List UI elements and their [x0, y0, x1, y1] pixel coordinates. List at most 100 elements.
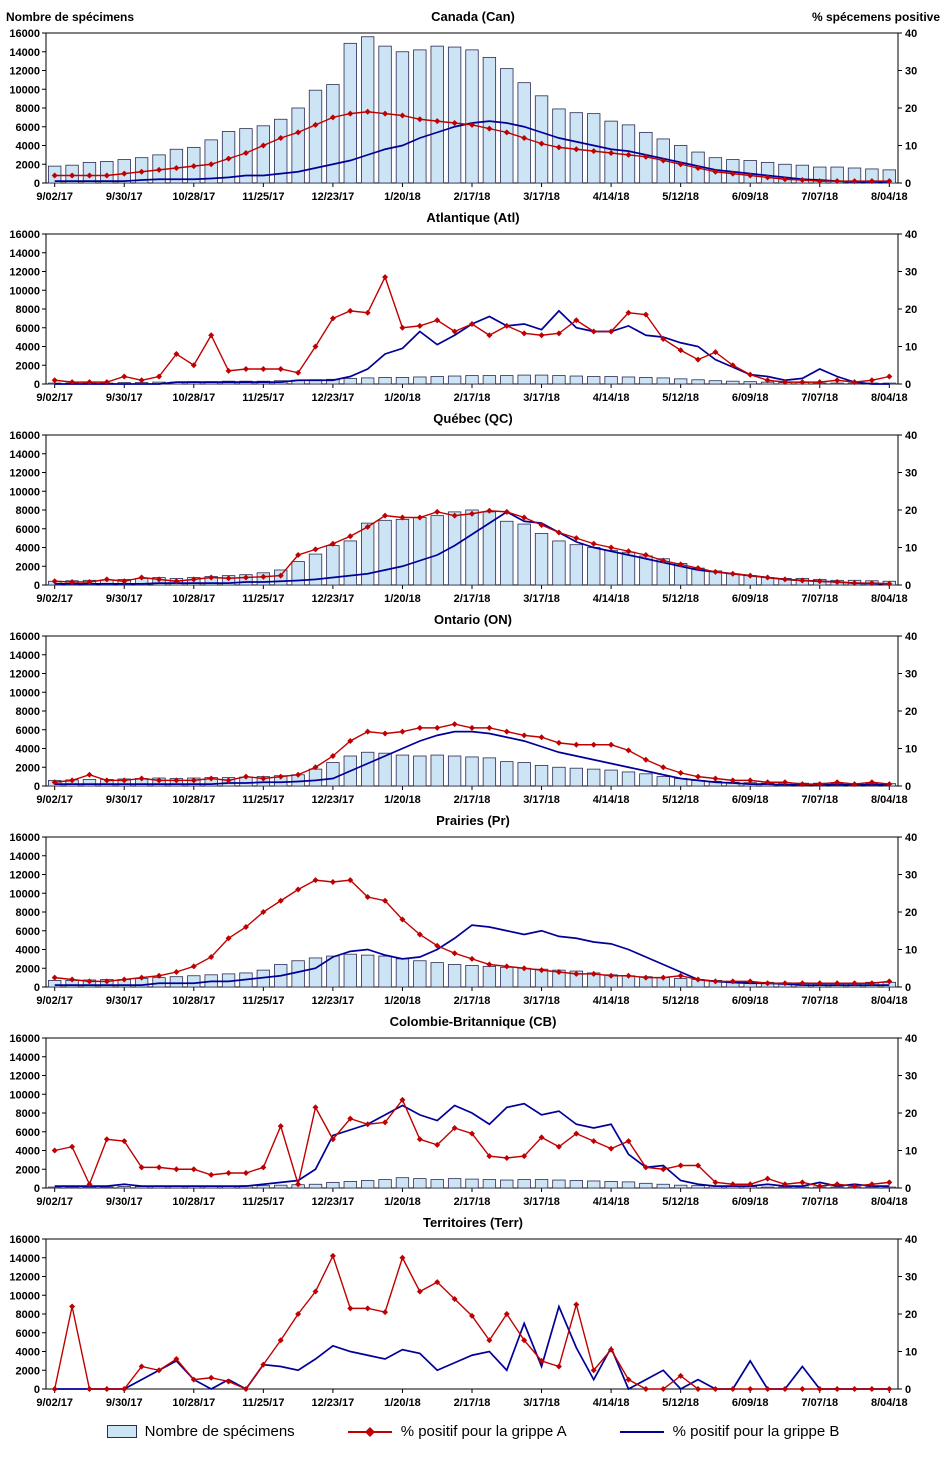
grippe-a-marker-icon	[886, 178, 893, 185]
left-tick-label: 0	[34, 178, 40, 190]
grippe-a-marker-icon	[573, 1130, 580, 1137]
grippe-a-marker-icon	[695, 356, 702, 363]
specimen-bar	[760, 1186, 775, 1189]
charts-container: Nombre de spécimens Canada (Can) % spéceme…	[0, 6, 946, 1413]
grippe-a-marker-icon	[834, 980, 841, 987]
grippe-a-marker-icon	[347, 877, 354, 884]
grippe-a-marker-icon	[729, 978, 736, 985]
specimen-bar	[326, 84, 340, 184]
left-tick-label: 8000	[16, 304, 40, 316]
right-tick-label: 40	[905, 1234, 917, 1246]
grippe-a-marker-icon	[260, 1361, 267, 1368]
grippe-a-marker-icon	[382, 897, 389, 904]
grippe-a-marker-icon	[364, 523, 371, 530]
grippe-a-marker-icon	[277, 135, 284, 141]
grippe-a-marker-icon	[434, 1279, 441, 1286]
left-tick-label: 16000	[9, 1234, 40, 1246]
x-tick-label: 1/20/18	[384, 1196, 421, 1208]
grippe-a-marker-icon	[834, 1181, 841, 1188]
grippe-a-marker-icon	[729, 1386, 736, 1392]
legend: Nombre de spécimens % positif pour la gr…	[0, 1423, 946, 1440]
x-tick-label: 7/07/18	[801, 995, 838, 1007]
left-tick-label: 6000	[16, 323, 40, 335]
grippe-a-marker-icon	[69, 172, 76, 179]
grippe-a-marker-icon	[295, 1181, 302, 1188]
grippe-a-marker-icon	[208, 1374, 215, 1381]
specimen-bar	[361, 751, 375, 787]
grippe-a-marker-icon	[573, 1301, 580, 1308]
grippe-a-marker-icon	[121, 1386, 128, 1392]
specimen-bar	[639, 773, 653, 787]
grippe-a-marker-icon	[625, 1138, 632, 1145]
specimen-bar	[256, 125, 271, 184]
plot-quebec: 0 2000 4000 6000 8000 10000 12000 14000 16000 0 10…	[9, 430, 917, 605]
specimen-bar	[604, 1181, 618, 1189]
right-tick-label: 0	[905, 379, 911, 391]
grippe-a-marker-icon	[399, 1254, 406, 1261]
grippe-a-marker-icon	[781, 576, 788, 583]
grippe-a-marker-icon	[503, 728, 510, 735]
left-tick-label: 16000	[9, 631, 40, 643]
right-tick-label: 30	[905, 669, 917, 681]
grippe-a-marker-icon	[399, 916, 406, 923]
chart-section-ontario: Ontario (ON) 0 2000 4000 6000 8000 10000 12000 1…	[0, 609, 946, 810]
x-tick-label: 9/02/17	[36, 1397, 73, 1409]
specimen-bar	[430, 515, 444, 586]
grippe-a-marker-icon	[347, 533, 354, 540]
grippe-a-marker-icon	[329, 879, 336, 885]
grippe-a-marker-icon	[834, 779, 841, 786]
left-tick-label: 12000	[9, 669, 40, 681]
specimen-bar	[326, 545, 340, 586]
left-tick-label: 8000	[16, 505, 40, 517]
left-tick-label: 10000	[9, 1290, 40, 1302]
specimen-bar	[500, 68, 514, 184]
grippe-a-marker-icon	[156, 777, 163, 784]
grippe-a-marker-icon	[225, 777, 232, 784]
chart-head: Atlantique (Atl)	[0, 207, 946, 228]
left-tick-label: 14000	[9, 248, 40, 260]
x-tick-label: 3/17/18	[523, 191, 560, 203]
x-tick-label: 4/14/18	[593, 1196, 630, 1208]
grippe-a-marker-icon	[660, 1386, 667, 1392]
left-tick-label: 2000	[16, 963, 40, 975]
grippe-a-marker-icon	[242, 773, 249, 780]
x-tick-label: 9/02/17	[36, 995, 73, 1007]
left-tick-label: 4000	[16, 1347, 40, 1359]
grippe-a-marker-icon	[608, 972, 615, 979]
left-tick-label: 8000	[16, 103, 40, 115]
specimen-bar	[187, 975, 201, 988]
right-tick-label: 30	[905, 468, 917, 480]
grippe-a-marker-icon	[347, 1305, 354, 1312]
grippe-a-marker-icon	[608, 328, 615, 335]
grippe-a-marker-icon	[538, 332, 545, 339]
grippe-a-marker-icon	[121, 1138, 128, 1145]
specimen-bar	[656, 377, 670, 385]
grippe-a-marker-icon	[608, 1346, 615, 1353]
grippe-a-marker-icon	[677, 347, 684, 354]
right-tick-label: 40	[905, 430, 917, 442]
grippe-a-marker-icon	[86, 579, 93, 585]
grippe-a-marker-icon	[695, 165, 702, 171]
grippe-a-marker-icon	[695, 773, 702, 780]
grippe-a-marker-icon	[69, 579, 76, 585]
x-tick-label: 11/25/17	[242, 1397, 284, 1409]
grippe-a-marker-icon	[764, 1386, 771, 1392]
specimen-bar	[726, 380, 740, 385]
specimen-bar	[500, 761, 514, 787]
specimen-bar	[152, 977, 166, 988]
right-tick-label: 10	[905, 141, 917, 153]
grippe-a-marker-icon	[503, 322, 510, 329]
grippe-a-marker-icon	[190, 777, 197, 784]
left-tick-label: 4000	[16, 141, 40, 153]
grippe-a-marker-icon	[51, 779, 58, 786]
grippe-a-marker-icon	[51, 578, 58, 585]
grippe-a-marker-icon	[103, 172, 110, 179]
x-tick-label: 5/12/18	[662, 794, 699, 806]
grippe-a-marker-icon	[816, 1386, 823, 1392]
legend-label-grippe-a: % positif pour la grippe A	[400, 1423, 567, 1440]
grippe-a-marker-icon	[225, 155, 232, 162]
grippe-a-marker-icon	[590, 328, 597, 335]
specimen-bar	[465, 375, 479, 385]
grippe-a-marker-icon	[69, 1143, 76, 1150]
x-tick-label: 5/12/18	[662, 1196, 699, 1208]
